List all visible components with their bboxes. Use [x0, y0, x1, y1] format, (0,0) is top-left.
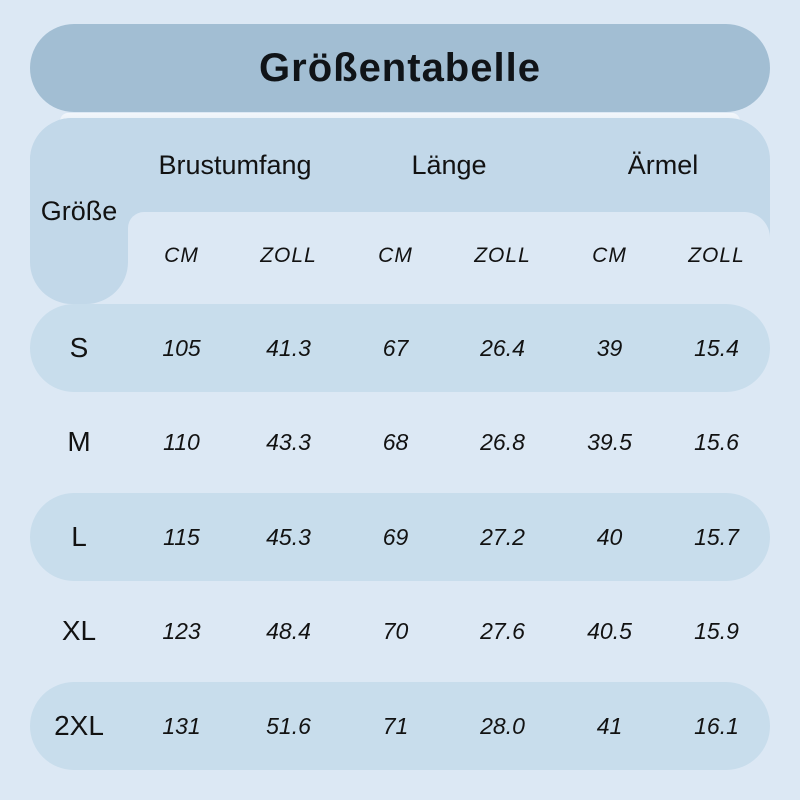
unit-header-length-cm: CM	[378, 244, 413, 267]
header-inner-corner-right	[744, 212, 770, 238]
size-column-header-shape	[30, 118, 128, 304]
value-cell: 51.6	[266, 712, 311, 739]
title-banner: Größentabelle	[30, 24, 770, 112]
value-cell: 41	[596, 712, 623, 739]
value-cell: 26.4	[480, 334, 525, 361]
unit-header-sleeve-cm: CM	[592, 244, 627, 267]
header-inner-corner-left	[128, 212, 144, 228]
unit-header-chest-cm: CM	[164, 244, 199, 267]
group-header-sleeve: Ärmel	[627, 149, 699, 180]
table-header-band	[30, 118, 770, 212]
value-cell: 40.5	[587, 617, 632, 644]
value-cell: 28.0	[480, 712, 525, 739]
size-label: L	[71, 521, 87, 552]
value-cell: 123	[162, 617, 201, 644]
value-cell: 69	[382, 523, 409, 550]
value-cell: 39	[596, 334, 623, 361]
table-row: XL 123 48.4 70 27.6 40.5 15.9	[30, 587, 770, 675]
unit-header-row: CM ZOLL CM ZOLL CM ZOLL	[128, 212, 770, 300]
value-cell: 15.6	[694, 428, 739, 455]
value-cell: 67	[382, 334, 409, 361]
size-label: M	[67, 426, 91, 457]
size-column-header: Größe	[40, 195, 118, 226]
value-cell: 105	[162, 334, 201, 361]
unit-header-chest-zoll: ZOLL	[260, 244, 317, 267]
value-cell: 45.3	[266, 523, 311, 550]
value-cell: 110	[163, 428, 200, 455]
table-row: 2XL 131 51.6 71 28.0 41 16.1	[30, 682, 770, 770]
value-cell: 41.3	[266, 334, 311, 361]
group-header-row: Brustumfang Länge Ärmel	[128, 118, 770, 212]
value-cell: 27.2	[480, 523, 525, 550]
group-header-chest: Brustumfang	[158, 149, 312, 180]
value-cell: 15.7	[694, 523, 739, 550]
table-row: S 105 41.3 67 26.4 39 15.4	[30, 304, 770, 392]
table-row: L 115 45.3 69 27.2 40 15.7	[30, 493, 770, 581]
unit-header-sleeve-zoll: ZOLL	[688, 244, 745, 267]
value-cell: 39.5	[587, 428, 632, 455]
group-header-length: Länge	[411, 149, 487, 180]
value-cell: 43.3	[266, 428, 311, 455]
value-cell: 71	[382, 712, 409, 739]
value-cell: 40	[596, 523, 623, 550]
table-row: M 110 43.3 68 26.8 39.5 15.6	[30, 398, 770, 486]
value-cell: 68	[382, 428, 409, 455]
unit-header-length-zoll: ZOLL	[474, 244, 531, 267]
page-title: Größentabelle	[259, 45, 541, 90]
value-cell: 48.4	[266, 617, 311, 644]
size-label: XL	[61, 615, 97, 646]
value-cell: 15.9	[694, 617, 739, 644]
value-cell: 115	[163, 523, 200, 550]
value-cell: 27.6	[480, 617, 525, 644]
value-cell: 16.1	[694, 712, 739, 739]
size-label: S	[69, 332, 89, 363]
value-cell: 131	[162, 712, 201, 739]
value-cell: 26.8	[480, 428, 525, 455]
value-cell: 15.4	[694, 334, 739, 361]
size-label: 2XL	[54, 710, 104, 741]
value-cell: 70	[382, 617, 409, 644]
